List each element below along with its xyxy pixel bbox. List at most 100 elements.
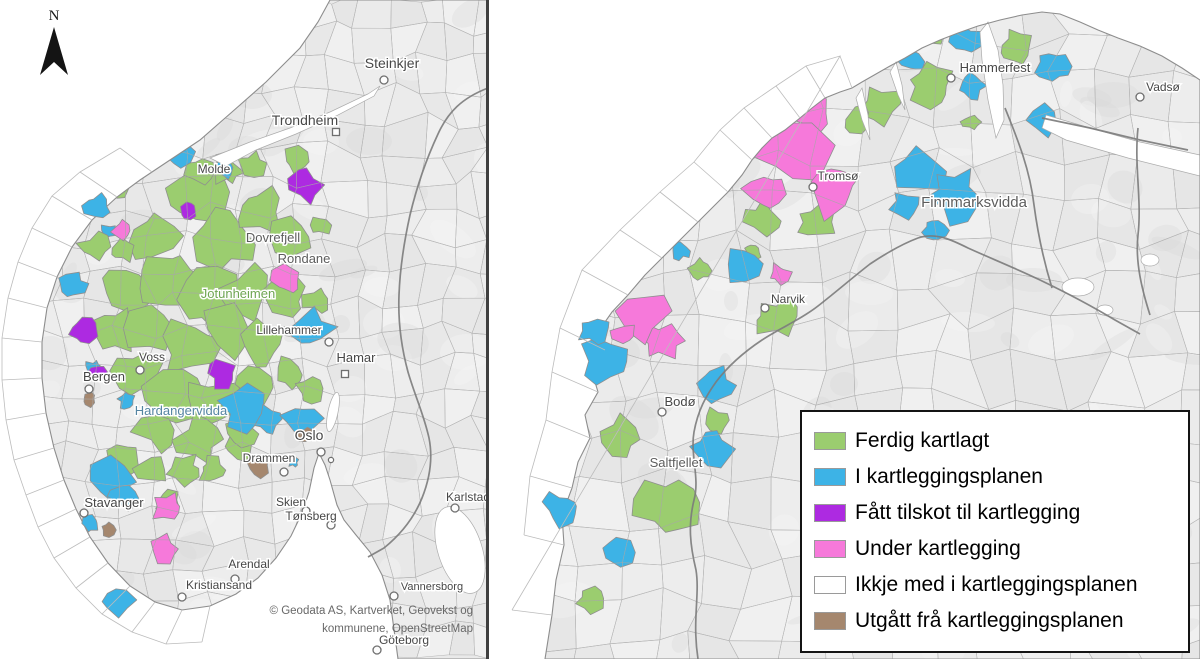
place-label-bergen: Bergen: [83, 369, 125, 384]
border-cell: [470, 415, 488, 452]
texture-cell: [1055, 351, 1112, 412]
texture-cell: [53, 83, 94, 130]
texture-cell: [175, 92, 217, 120]
border-cell: [1174, 271, 1200, 312]
relief-blob: [723, 291, 739, 311]
texture-cell: [60, 440, 99, 482]
border-cell: [648, 151, 703, 198]
relief-blob: [290, 193, 328, 221]
border-cell: [573, 279, 616, 319]
relief-blob: [835, 311, 879, 349]
texture-cell: [324, 21, 355, 64]
texture-cell: [651, 42, 713, 89]
city-marker: [1135, 92, 1145, 102]
border-cell: [610, 12, 666, 44]
border-cell: [472, 52, 488, 98]
legend-item: Fått tilskot til kartlegging: [814, 495, 1176, 531]
texture-cell: [417, 447, 459, 480]
texture-cell: [1097, 198, 1140, 250]
texture-cell: [42, 116, 68, 153]
texture-cell: [850, 229, 898, 291]
texture-cell: [384, 476, 423, 517]
border-cell: [650, 42, 713, 89]
texture-cell: [574, 280, 616, 318]
legend-swatch-ferdig: [814, 432, 846, 450]
border-cell: [203, 33, 247, 65]
border-cell: [471, 297, 488, 338]
texture-cell: [331, 0, 360, 29]
relief-blob: [377, 322, 429, 360]
texture-cell: [425, 608, 457, 630]
border-cell: [42, 240, 64, 280]
border-cell: [58, 570, 90, 603]
texture-cell: [545, 271, 586, 315]
texture-cell: [320, 180, 369, 218]
texture-cell: [581, 36, 617, 91]
legend-item-label: Utgått frå kartleggingsplanen: [855, 609, 1124, 632]
border-cell: [151, 87, 181, 127]
texture-cell: [1094, 34, 1147, 78]
texture-cell: [148, 0, 181, 31]
texture-cell: [649, 194, 703, 241]
texture-cell: [545, 12, 586, 43]
texture-cell: [238, 482, 273, 514]
texture-cell: [445, 53, 482, 98]
region-under-island: [609, 324, 635, 345]
texture-cell: [83, 629, 127, 659]
border-cell: [569, 198, 623, 241]
texture-cell: [663, 269, 700, 316]
altafjord: [889, 61, 906, 111]
border-cell: [580, 12, 624, 43]
border-varanger: [1041, 117, 1189, 151]
texture-cell: [1174, 311, 1200, 358]
border-cell: [472, 598, 488, 639]
texture-cell: [442, 147, 488, 184]
texture-cell: [1130, 154, 1177, 210]
texture-cell: [737, 365, 775, 407]
texture-cell: [443, 267, 485, 299]
texture-cell: [390, 22, 428, 63]
border-cell: [473, 0, 488, 37]
border-cell: [1181, 352, 1200, 391]
texture-cell: [417, 298, 444, 329]
sea-cell-line: [559, 327, 606, 351]
border-cell: [112, 0, 159, 38]
relief-blob: [451, 0, 488, 28]
city-marker: [177, 592, 187, 602]
lake: [1061, 277, 1095, 297]
relief-blob: [216, 117, 234, 141]
relief-blob: [178, 530, 212, 560]
relief-blob: [595, 177, 619, 197]
city-marker: [372, 645, 382, 655]
texture-cell: [819, 12, 859, 46]
border-cell: [60, 540, 90, 577]
region-tilskot: [207, 358, 236, 390]
region-utgatt: [245, 454, 269, 480]
texture-cell: [545, 71, 589, 128]
border-cell: [789, 12, 832, 40]
sea-cell-line: [619, 229, 663, 259]
texture-cell: [455, 209, 487, 248]
texture-cell: [610, 12, 666, 44]
texture-cell: [384, 209, 427, 236]
relief-blob: [1190, 16, 1200, 30]
region-ferdig: [309, 216, 333, 235]
attribution-line-1: © Geodata AS, Kartverket, Geovekst og: [269, 605, 473, 617]
relief-blob: [390, 61, 424, 81]
relief-blob: [1089, 327, 1137, 361]
country-borders: [367, 87, 1189, 659]
texture-cell: [545, 41, 589, 81]
sea-cell-line: [1, 337, 43, 343]
border-cell: [478, 207, 488, 249]
legend-item: I kartleggingsplanen: [814, 459, 1176, 495]
texture-cell: [42, 240, 63, 279]
texture-cell: [1098, 154, 1138, 210]
relief-blob: [830, 371, 858, 397]
texture-cell: [588, 71, 629, 128]
relief-blob: [1000, 332, 1020, 348]
sea-cell-arc: [511, 55, 841, 611]
border-cell: [152, 27, 188, 68]
relief-blob: [454, 81, 480, 101]
region-plan: [106, 485, 140, 512]
relief-blob: [736, 12, 778, 19]
